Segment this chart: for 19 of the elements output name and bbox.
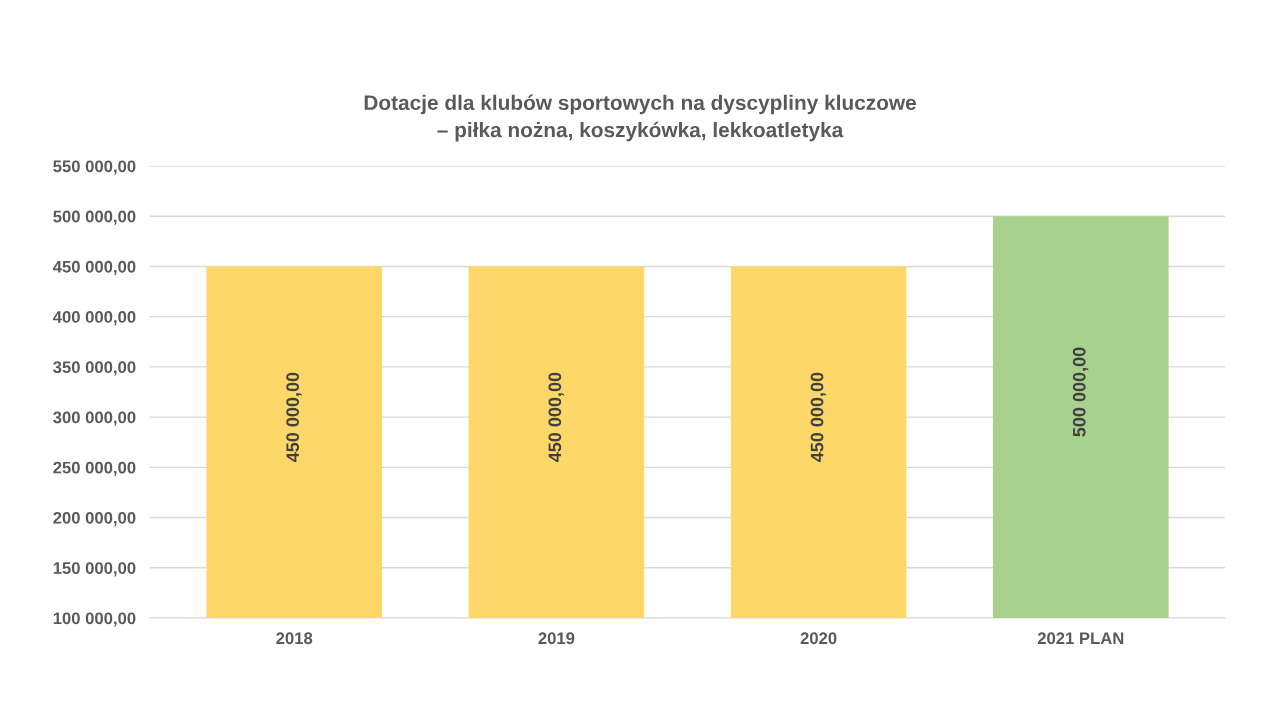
- data-label: 500 000,00: [1072, 347, 1089, 437]
- y-tick-label: 250 000,00: [53, 461, 136, 476]
- y-tick-label: 450 000,00: [52, 260, 136, 276]
- y-tick-label: 400 000,00: [52, 311, 136, 326]
- x-tick-label: 2020: [800, 632, 837, 645]
- y-tick-label: 200 000,00: [53, 511, 136, 527]
- y-tick-label: 550 000,00: [53, 160, 136, 175]
- y-tick-label: 300 000,00: [53, 411, 136, 426]
- x-tick-label: 2019: [538, 632, 575, 645]
- y-tick-label: 150 000,00: [53, 562, 136, 577]
- y-tick-label: 100 000,00: [53, 612, 136, 627]
- x-tick-label: 2021 PLAN: [1037, 632, 1124, 645]
- chart-title: Dotacje dla klubów sportowych na dyscypliny kluczowe – piłka nożna, koszykówka, lekkoatletyka: [364, 94, 916, 142]
- y-tick-label: 500 000,00: [53, 210, 136, 225]
- data-label: 450 000,00: [810, 372, 827, 463]
- data-label: 450 000,00: [548, 372, 564, 463]
- y-tick-label: 350 000,00: [53, 361, 136, 376]
- x-tick-label: 2018: [276, 632, 313, 645]
- data-label: 450 000,00: [286, 372, 302, 463]
